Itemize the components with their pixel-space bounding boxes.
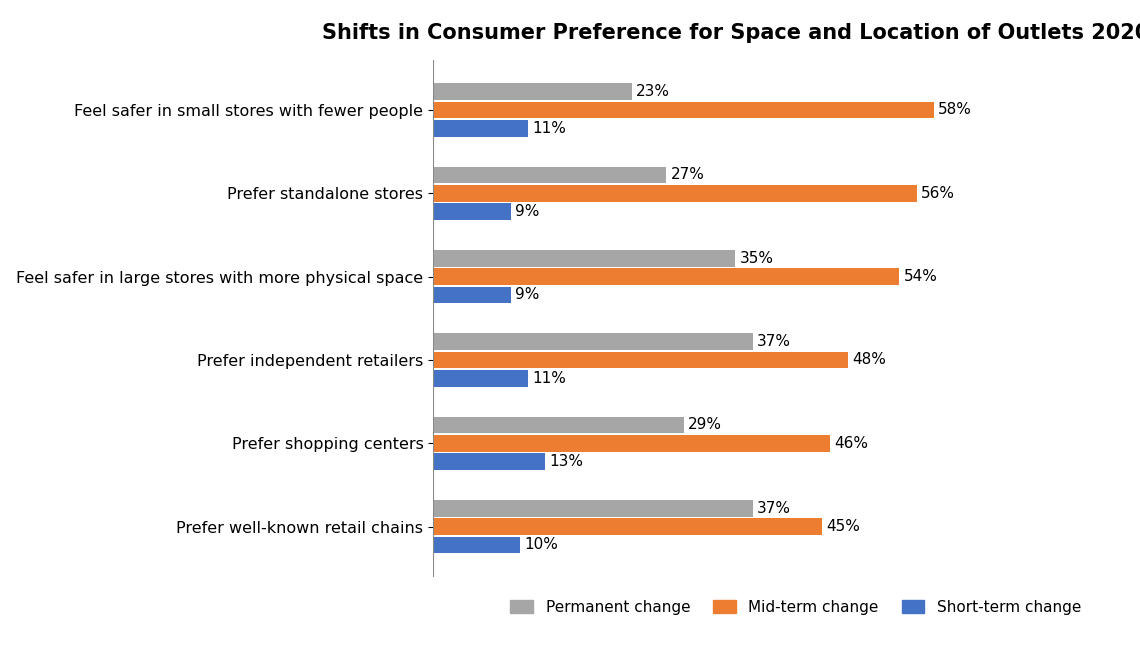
Text: 37%: 37%	[757, 334, 791, 349]
Bar	[433, 120, 528, 137]
Bar	[433, 500, 752, 516]
Text: 29%: 29%	[687, 418, 722, 432]
Bar	[433, 518, 822, 535]
Bar	[433, 435, 830, 452]
Bar	[433, 185, 917, 202]
Text: 37%: 37%	[757, 501, 791, 516]
Bar	[433, 269, 899, 285]
Text: 58%: 58%	[938, 102, 972, 117]
Text: 11%: 11%	[532, 371, 567, 386]
Bar	[433, 286, 511, 303]
Bar	[433, 166, 666, 183]
Text: 23%: 23%	[636, 84, 670, 99]
Text: 9%: 9%	[515, 204, 539, 219]
Text: 27%: 27%	[670, 167, 705, 182]
Text: 45%: 45%	[825, 519, 860, 534]
Bar	[433, 101, 934, 118]
Bar	[433, 453, 545, 470]
Bar	[433, 333, 752, 350]
Text: 56%: 56%	[921, 186, 955, 201]
Bar	[433, 536, 520, 554]
Bar	[433, 203, 511, 220]
Text: 11%: 11%	[532, 121, 567, 136]
Text: 35%: 35%	[740, 251, 774, 266]
Bar	[433, 250, 735, 267]
Bar	[433, 351, 847, 368]
Text: 13%: 13%	[549, 454, 584, 469]
Text: 46%: 46%	[834, 436, 869, 451]
Bar	[433, 83, 632, 100]
Legend: Permanent change, Mid-term change, Short-term change: Permanent change, Mid-term change, Short…	[504, 593, 1088, 621]
Text: 54%: 54%	[904, 269, 937, 284]
Title: Shifts in Consumer Preference for Space and Location of Outlets 2020: Shifts in Consumer Preference for Space …	[321, 23, 1140, 43]
Text: 48%: 48%	[852, 353, 886, 367]
Bar	[433, 370, 528, 387]
Text: 9%: 9%	[515, 287, 539, 302]
Bar	[433, 416, 684, 434]
Text: 10%: 10%	[523, 538, 557, 552]
